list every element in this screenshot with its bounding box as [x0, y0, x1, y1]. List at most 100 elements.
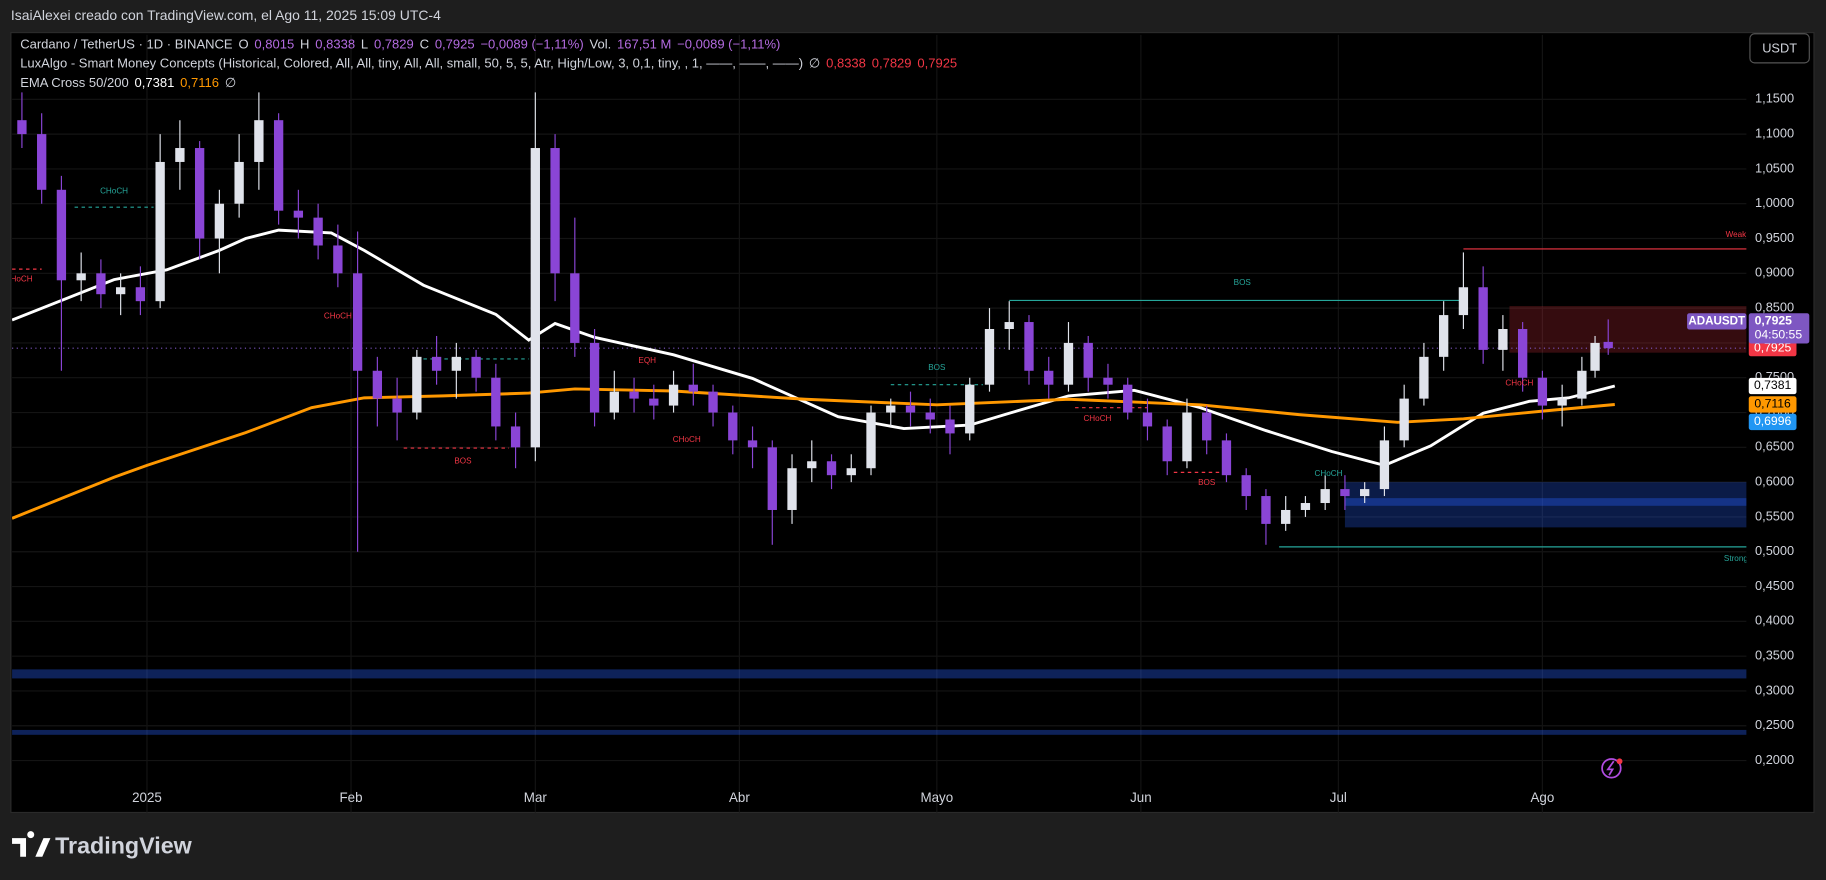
- smc-label: BOS: [454, 456, 472, 465]
- candle-body: [412, 356, 422, 413]
- candle-body: [1478, 287, 1488, 350]
- x-tick-label: Mar: [524, 790, 548, 805]
- price-label-box: [1748, 339, 1797, 357]
- candle-body: [688, 384, 698, 392]
- smc-label: CHoCH: [100, 186, 128, 195]
- x-tick-label: 2025: [132, 790, 162, 805]
- y-tick-label: 0,9000: [1755, 265, 1794, 280]
- legend-row: LuxAlgo - Smart Money Concepts (Historic…: [20, 56, 957, 71]
- candle-body: [372, 370, 383, 399]
- legend-item: 0,7925: [917, 56, 957, 71]
- smc-label: CHoCH: [1314, 469, 1342, 478]
- candle-body: [807, 461, 817, 469]
- candle-body: [1044, 370, 1054, 385]
- candle-body: [1162, 426, 1172, 462]
- y-tick-label: 0,5500: [1755, 508, 1794, 523]
- y-tick-label: 0,4000: [1755, 613, 1794, 628]
- zone: [1344, 482, 1747, 528]
- legend-item: LuxAlgo - Smart Money Concepts (Historic…: [20, 56, 803, 71]
- y-tick-label: 0,3000: [1755, 682, 1794, 697]
- smc-label: CHoCH: [1505, 378, 1533, 387]
- candle-body: [866, 412, 876, 469]
- candle-body: [728, 412, 738, 441]
- candle-body: [273, 120, 284, 211]
- smc-label: EQH: [638, 356, 656, 365]
- legend-item: −0,0089 (−1,11%): [480, 37, 583, 52]
- legend-item: 0,7116: [180, 75, 219, 90]
- symbol-name: ADAUSDT: [1688, 314, 1745, 327]
- legend-item: 0,7381: [135, 75, 175, 90]
- candle-body: [1281, 509, 1291, 524]
- candle-body: [965, 384, 975, 434]
- symbol-label-box: [1687, 313, 1747, 330]
- candle-body: [1320, 489, 1330, 504]
- y-tick-label: 0,2000: [1755, 752, 1794, 767]
- currency[interactable]: USDT: [1762, 40, 1797, 55]
- legend-item: EMA Cross 50/200: [20, 75, 129, 90]
- candle-body: [1399, 398, 1409, 441]
- legend-row: Cardano / TetherUS · 1D · BINANCE O 0,8015…: [20, 37, 780, 52]
- candle-body: [550, 148, 560, 274]
- legend-item: H: [300, 37, 309, 52]
- candle-body: [234, 161, 244, 204]
- candle-body: [846, 468, 856, 476]
- legend-item: ∅: [225, 75, 236, 90]
- candle-body: [1123, 384, 1133, 413]
- candle-body: [905, 405, 916, 413]
- candle-body: [1103, 377, 1113, 385]
- countdown: 04:50:55: [1755, 328, 1803, 342]
- candle-body: [1221, 440, 1232, 476]
- smc-label: BOS: [1234, 278, 1252, 287]
- legend-item: L: [361, 37, 368, 52]
- x-tick-label: Ago: [1530, 790, 1554, 805]
- candle-body: [1182, 412, 1192, 462]
- price-label: 0,7116: [1754, 397, 1791, 411]
- x-tick-label: Abr: [729, 790, 750, 805]
- smc-label: Weak: [1726, 230, 1748, 239]
- candle-body: [1261, 496, 1271, 524]
- candle-body: [589, 342, 600, 413]
- candle-body: [37, 134, 47, 190]
- legend-item: Vol.: [590, 37, 612, 52]
- alert-icon[interactable]: [1601, 758, 1623, 779]
- y-tick-label: 0,6500: [1755, 439, 1794, 454]
- price-label-box: [1748, 396, 1797, 413]
- candle-body: [17, 120, 27, 135]
- y-tick-label: 1,1500: [1755, 91, 1794, 106]
- candle-body: [510, 426, 521, 448]
- candle-body: [1603, 341, 1613, 349]
- legend-item: O: [238, 37, 248, 52]
- candle-body: [1300, 503, 1311, 510]
- candle-body: [708, 391, 718, 413]
- candle-body: [1439, 315, 1449, 357]
- y-tick-label: 0,8500: [1755, 299, 1794, 314]
- candle-body: [1340, 489, 1350, 497]
- candle-body: [984, 329, 995, 385]
- legend-item: 167,51 M: [617, 37, 671, 52]
- currency-button[interactable]: [1749, 33, 1810, 64]
- price-label: 0,7381: [1754, 378, 1792, 392]
- y-tick-label: 1,1000: [1755, 125, 1794, 140]
- legend-item: 0,8015: [254, 37, 294, 52]
- price-label-box: [1748, 377, 1797, 395]
- y-tick-label: 0,5000: [1755, 543, 1794, 558]
- y-tick-label: 0,9500: [1755, 230, 1794, 245]
- legend-item: 0,8338: [315, 37, 355, 52]
- candle-body: [1458, 287, 1469, 316]
- brand: TradingView: [55, 833, 193, 859]
- candle-body: [451, 356, 461, 371]
- candle-body: [96, 273, 106, 295]
- legend-item: 0,7829: [872, 56, 912, 71]
- y-tick-label: 0,4500: [1755, 578, 1794, 593]
- candle-body: [609, 391, 619, 413]
- candle-body: [76, 273, 86, 281]
- price-label: 0,7925: [1754, 340, 1792, 354]
- candle-body: [1498, 329, 1508, 350]
- smc-label: CHoCH: [1083, 414, 1111, 423]
- smc-label: CHoCH: [673, 435, 701, 444]
- candle-body: [649, 398, 659, 406]
- y-tick-label: 0,3500: [1755, 648, 1794, 663]
- candle-body: [1202, 412, 1212, 441]
